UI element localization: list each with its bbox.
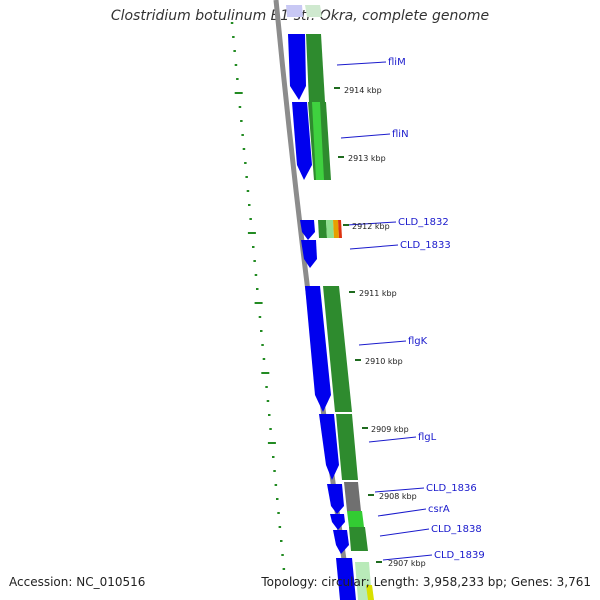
gc-skew-mark bbox=[248, 204, 251, 206]
cog-block bbox=[349, 527, 368, 551]
cds-arrow bbox=[288, 34, 306, 100]
cog-block bbox=[306, 34, 325, 102]
gene-label-flin: fliN bbox=[392, 129, 409, 140]
gene-label-lines bbox=[336, 61, 433, 561]
gc-skew-mark bbox=[277, 512, 280, 514]
cds-arrow bbox=[333, 530, 349, 554]
gc-skew-mark bbox=[281, 554, 284, 556]
gc-skew-mark bbox=[260, 330, 263, 332]
gc-skew-mark bbox=[268, 414, 271, 416]
cds-arrow bbox=[336, 558, 356, 600]
tick-label: 2908 kbp bbox=[379, 492, 417, 501]
cog-block bbox=[326, 220, 334, 238]
gc-skew-mark bbox=[234, 64, 238, 66]
gc-skew-mark bbox=[274, 484, 278, 486]
gc-skew-mark bbox=[272, 456, 275, 458]
cog-block bbox=[323, 286, 352, 412]
gc-skew-mark bbox=[238, 106, 242, 108]
label-connector bbox=[379, 528, 430, 537]
gc-skew-mark bbox=[262, 358, 266, 360]
gc-skew-mark bbox=[246, 190, 250, 192]
gc-skew-mark bbox=[273, 470, 276, 472]
cds-arrow bbox=[286, 5, 303, 17]
label-connector bbox=[368, 436, 417, 443]
cog-block bbox=[312, 102, 324, 180]
label-connector bbox=[336, 61, 387, 66]
gc-skew-mark bbox=[236, 78, 239, 80]
gc-skew-mark bbox=[242, 148, 246, 150]
cds-arrow bbox=[301, 240, 317, 268]
gc-skew-mark bbox=[266, 400, 270, 402]
cog-block bbox=[347, 511, 364, 527]
cog-block bbox=[318, 220, 327, 238]
tick-label: 2909 kbp bbox=[371, 425, 409, 434]
gc-skew-mark bbox=[256, 288, 259, 290]
gc-skew-mark bbox=[252, 246, 255, 248]
gc-skew-mark bbox=[230, 22, 234, 24]
gene-label-csra: csrA bbox=[428, 504, 450, 515]
gc-skew-mark bbox=[244, 162, 247, 164]
gc-skew-mark bbox=[254, 302, 263, 304]
tick-label: 2907 kbp bbox=[388, 559, 426, 568]
gene-label-cld-1836: CLD_1836 bbox=[426, 483, 477, 494]
cds-arrow bbox=[330, 514, 345, 530]
gc-skew-mark bbox=[280, 540, 283, 542]
gc-skew-mark bbox=[261, 372, 270, 374]
gc-skew-mark bbox=[233, 50, 236, 52]
gc-skew-mark bbox=[261, 344, 264, 346]
cds-arrow bbox=[300, 220, 315, 240]
gc-skew-mark bbox=[269, 428, 272, 430]
cds-arrow bbox=[305, 286, 331, 412]
gc-skew-mark bbox=[240, 120, 243, 122]
gene-label-cld-1832: CLD_1832 bbox=[398, 217, 449, 228]
gc-skew-mark bbox=[232, 36, 235, 38]
cog-block bbox=[344, 482, 361, 511]
cds-arrow bbox=[327, 484, 344, 514]
gc-skew-mark bbox=[282, 568, 286, 570]
gc-skew-mark bbox=[247, 232, 256, 234]
gc-skew-mark bbox=[265, 386, 268, 388]
label-connector bbox=[340, 133, 391, 139]
gene-label-flgk: flgK bbox=[408, 336, 428, 347]
cog-block bbox=[336, 414, 358, 480]
label-connector bbox=[358, 340, 407, 346]
gene-label-cld-1838: CLD_1838 bbox=[431, 524, 482, 535]
cog-block bbox=[305, 5, 322, 17]
tick-label: 2914 kbp bbox=[344, 86, 382, 95]
tick-label: 2913 kbp bbox=[348, 154, 386, 163]
tick-label: 2910 kbp bbox=[365, 357, 403, 366]
gc-skew-mark bbox=[245, 176, 248, 178]
gc-skew-mark bbox=[253, 260, 256, 262]
accession-label: Accession: NC_010516 bbox=[9, 575, 146, 589]
label-connector bbox=[346, 221, 397, 226]
gc-skew-track bbox=[230, 22, 286, 570]
label-connector bbox=[377, 508, 427, 517]
gc-skew-mark bbox=[278, 526, 282, 528]
gene-label-flim: fliM bbox=[388, 57, 406, 68]
gc-skew-mark bbox=[234, 92, 243, 94]
tick-label: 2911 kbp bbox=[359, 289, 397, 298]
gc-skew-mark bbox=[241, 134, 244, 136]
tick-label: 2912 kbp bbox=[352, 222, 390, 231]
gc-skew-mark bbox=[249, 218, 252, 220]
cog-block bbox=[338, 220, 342, 238]
topology-label: Topology: circular; Length: 3,958,233 bp… bbox=[261, 575, 591, 589]
label-connector bbox=[349, 244, 399, 250]
label-connector bbox=[374, 487, 425, 493]
cds-arrow bbox=[292, 102, 312, 180]
gene-label-cld-1833: CLD_1833 bbox=[400, 240, 451, 251]
label-connector bbox=[382, 554, 433, 561]
gc-skew-mark bbox=[267, 442, 276, 444]
gc-skew-mark bbox=[276, 498, 279, 500]
gc-skew-mark bbox=[258, 316, 262, 318]
cog-block bbox=[366, 585, 374, 600]
cog-block bbox=[333, 220, 339, 238]
gc-skew-mark bbox=[254, 274, 258, 276]
tick-marks bbox=[334, 87, 382, 563]
gene-label-cld-1839: CLD_1839 bbox=[434, 550, 485, 561]
gene-label-flgl: flgL bbox=[418, 432, 437, 443]
cds-arrow bbox=[319, 414, 339, 480]
